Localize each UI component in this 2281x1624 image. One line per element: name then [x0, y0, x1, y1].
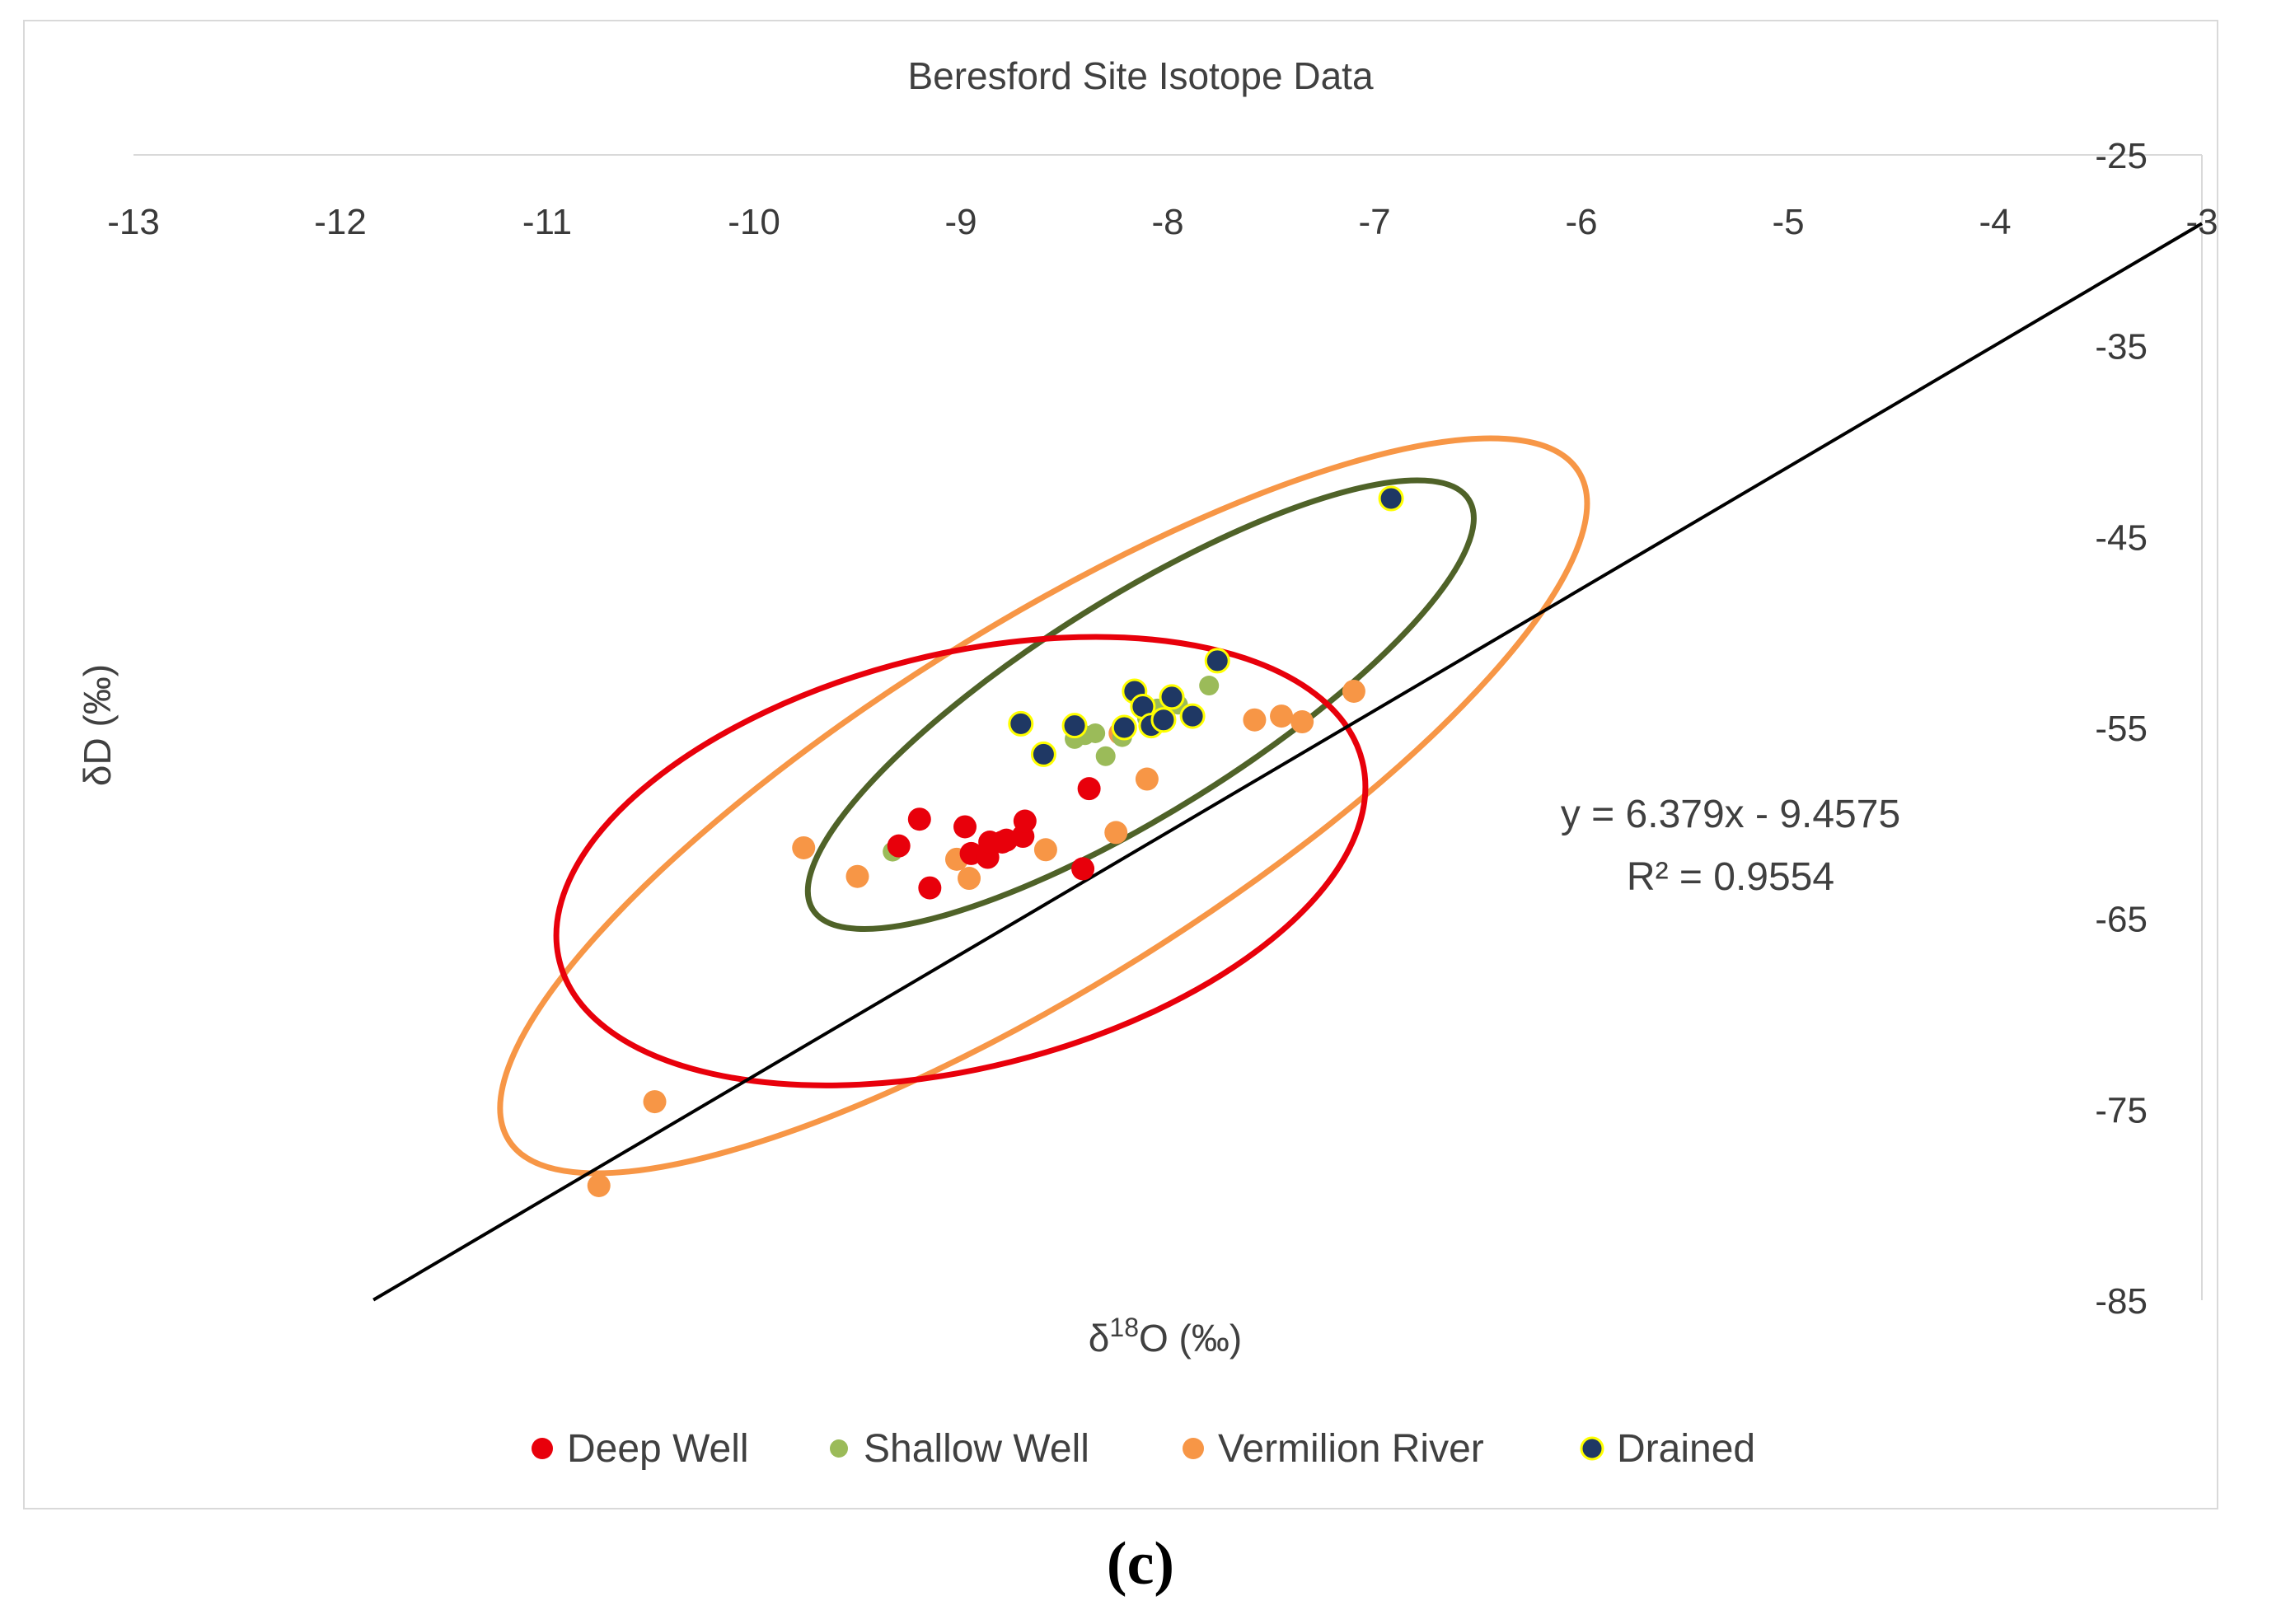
- x-tick-label: -9: [944, 202, 977, 242]
- data-point-vermilion-river: [792, 835, 816, 859]
- data-point-vermilion-river: [587, 1174, 611, 1197]
- x-tick-label: -4: [1979, 202, 2011, 242]
- legend-marker: [1183, 1438, 1204, 1459]
- cluster-ellipse: [497, 435, 1590, 1177]
- data-point-shallow-well: [1095, 746, 1116, 766]
- x-tick-label: -13: [107, 202, 160, 242]
- data-point-deep-well: [1013, 809, 1037, 833]
- x-tick-label: -10: [728, 202, 780, 242]
- data-point-drained: [1150, 707, 1177, 733]
- data-point-drained: [1030, 741, 1056, 767]
- data-point-drained: [1378, 485, 1404, 512]
- legend-marker: [532, 1438, 553, 1459]
- data-point-drained: [1061, 713, 1088, 739]
- y-tick-label: -65: [2095, 900, 2148, 940]
- y-tick-label: -35: [2095, 327, 2148, 367]
- data-point-deep-well: [918, 876, 942, 900]
- data-point-vermilion-river: [1135, 767, 1159, 791]
- data-point-drained: [1008, 710, 1034, 737]
- chart-frame: [23, 20, 2218, 1509]
- panel-label: (c): [1106, 1530, 1175, 1598]
- data-point-drained: [1204, 648, 1230, 674]
- legend-marker: [1580, 1436, 1604, 1461]
- x-tick-label: -5: [1772, 202, 1804, 242]
- data-point-vermilion-river: [1243, 708, 1267, 732]
- x-tick-label: -3: [2185, 202, 2218, 242]
- ellipse-layer: [497, 435, 1590, 1177]
- data-point-deep-well: [1071, 857, 1095, 881]
- data-point-vermilion-river: [845, 864, 869, 888]
- data-point-vermilion-river: [958, 867, 981, 891]
- data-point-deep-well: [907, 807, 931, 831]
- y-tick-label: -75: [2095, 1090, 2148, 1130]
- axes-layer: -13 -12 -11 -10 -9 -8 -7 -6 -5 -4 -3 -25 -35 -45 -55 -6…: [107, 136, 2218, 1322]
- data-point-drained: [1159, 684, 1185, 710]
- y-tick-label: -45: [2095, 517, 2148, 558]
- data-point-vermilion-river: [1033, 838, 1057, 862]
- x-tick-label: -6: [1565, 202, 1597, 242]
- x-tick-label: -11: [522, 202, 572, 242]
- legend-label: Shallow Well: [864, 1427, 1089, 1471]
- trendline-equation: y = 6.379x - 9.4575: [1561, 793, 1900, 836]
- data-point-vermilion-river: [1290, 710, 1314, 734]
- data-point-vermilion-river: [1342, 679, 1365, 703]
- data-point-vermilion-river: [1270, 704, 1294, 728]
- data-point-vermilion-river: [643, 1090, 667, 1114]
- x-axis-title: δ18O (‰): [1089, 1313, 1242, 1360]
- cluster-ellipse: [804, 477, 1477, 932]
- points-layer: [587, 485, 1404, 1197]
- legend-label: Deep Well: [567, 1427, 749, 1471]
- x-tick-label: -7: [1358, 202, 1390, 242]
- legend-label: Drained: [1617, 1427, 1755, 1471]
- trendline-r-squared: R² = 0.9554: [1627, 855, 1834, 899]
- trendline-equation-block: y = 6.379x - 9.4575 R² = 0.9554: [1561, 793, 1900, 899]
- legend-label: Vermilion River: [1218, 1427, 1484, 1471]
- x-tick-label: -8: [1151, 202, 1183, 242]
- legend: Deep Well Shallow Well Vermilion River Drai…: [532, 1427, 1755, 1471]
- y-tick-label: -55: [2095, 709, 2148, 749]
- data-point-vermilion-river: [1104, 821, 1128, 845]
- data-point-drained: [1179, 703, 1206, 729]
- y-axis-title: δD (‰): [76, 664, 119, 786]
- cluster-ellipse: [553, 634, 1369, 1088]
- trend-line: [372, 222, 2204, 1302]
- data-point-deep-well: [887, 834, 911, 858]
- legend-marker: [830, 1439, 848, 1458]
- y-tick-label: -25: [2095, 136, 2148, 176]
- y-tick-label: -85: [2095, 1281, 2148, 1322]
- trend-layer: [372, 222, 2204, 1302]
- data-point-shallow-well: [1085, 723, 1106, 743]
- chart-title: Beresford Site Isotope Data: [907, 54, 1374, 97]
- x-tick-label: -12: [314, 202, 367, 242]
- data-point-deep-well: [1077, 777, 1101, 801]
- data-point-drained: [1111, 714, 1137, 741]
- data-point-shallow-well: [1199, 676, 1220, 696]
- data-point-deep-well: [953, 815, 977, 839]
